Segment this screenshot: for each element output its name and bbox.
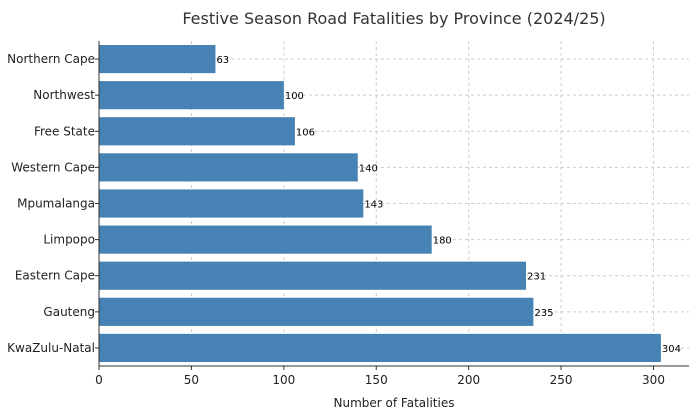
- x-tick-label: 250: [550, 373, 573, 387]
- bar: [99, 189, 364, 218]
- data-label: 304: [662, 344, 681, 355]
- x-axis-label: Number of Fatalities: [334, 396, 455, 410]
- data-label: 63: [216, 55, 229, 66]
- x-tick-label: 0: [95, 373, 103, 387]
- bars: [99, 44, 661, 363]
- data-label: 100: [285, 91, 304, 102]
- data-label: 140: [359, 163, 378, 174]
- y-tick-label: KwaZulu-Natal: [7, 341, 95, 355]
- bar: [99, 117, 295, 146]
- y-axis: Northern Cape Northwest Free State Western …: [7, 41, 100, 366]
- x-tick-label: 100: [272, 373, 295, 387]
- bar: [99, 153, 358, 182]
- data-labels: 63 100 106 140 143 180 231 235 304: [216, 55, 681, 355]
- x-tick-label: 50: [184, 373, 199, 387]
- bar: [99, 333, 661, 363]
- x-tick-label: 150: [365, 373, 388, 387]
- y-tick-label: Western Cape: [11, 160, 95, 174]
- data-label: 106: [296, 127, 315, 138]
- y-tick-label: Mpumalanga: [17, 197, 95, 211]
- x-axis: 0 50 100 150 200 250 300: [95, 365, 689, 387]
- y-tick-label: Northwest: [33, 88, 95, 102]
- y-tick-label: Eastern Cape: [15, 269, 95, 283]
- bar: [99, 297, 534, 326]
- data-label: 231: [527, 272, 546, 283]
- y-tick-label: Northern Cape: [7, 52, 95, 66]
- data-label: 180: [433, 236, 452, 247]
- x-tick-label: 200: [457, 373, 480, 387]
- bar: [99, 225, 432, 254]
- x-tick-label: 300: [642, 373, 665, 387]
- y-tick-label: Limpopo: [43, 233, 95, 247]
- y-tick-label: Gauteng: [43, 305, 95, 319]
- y-tick-label: Free State: [34, 124, 95, 138]
- chart-title: Festive Season Road Fatalities by Provin…: [182, 9, 605, 28]
- bar: [99, 81, 284, 110]
- data-label: 143: [364, 200, 383, 211]
- bar: [99, 261, 526, 290]
- bar: [99, 44, 216, 74]
- data-label: 235: [534, 308, 553, 319]
